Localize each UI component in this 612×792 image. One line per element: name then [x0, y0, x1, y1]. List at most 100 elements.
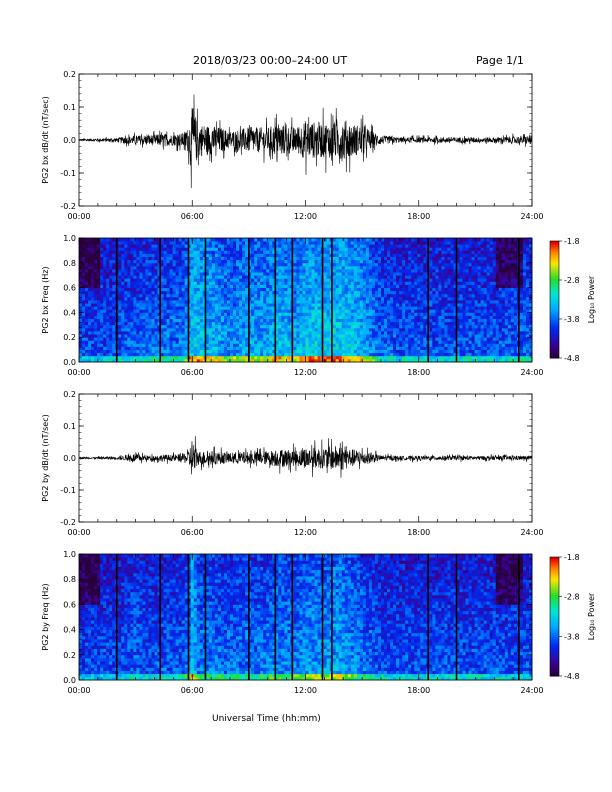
heatmap-cell	[248, 241, 252, 245]
heatmap-cell	[393, 275, 397, 279]
heatmap-cell	[136, 272, 140, 276]
heatmap-cell	[335, 275, 340, 279]
heatmap-cell	[302, 343, 306, 347]
heatmap-cell	[350, 334, 355, 338]
heatmap-cell	[260, 272, 264, 276]
heatmap-cell	[302, 293, 306, 298]
heatmap-cell	[399, 349, 403, 354]
heatmap-cell	[145, 327, 149, 332]
heatmap-cell	[293, 309, 297, 313]
heatmap-cell	[353, 355, 358, 360]
heatmap-cell	[127, 256, 131, 261]
heatmap-cell	[263, 303, 267, 307]
heatmap-cell	[145, 309, 149, 313]
heatmap-cell	[239, 262, 243, 267]
heatmap-cell	[263, 278, 267, 282]
heatmap-cell	[299, 265, 303, 270]
heatmap-cell	[97, 293, 101, 298]
heatmap-cell	[202, 331, 207, 335]
heatmap-cell	[365, 244, 370, 248]
heatmap-cell	[133, 352, 137, 357]
heatmap-cell	[163, 321, 167, 326]
heatmap-cell	[269, 259, 273, 264]
heatmap-cell	[359, 349, 364, 354]
heatmap-cell	[160, 340, 164, 344]
heatmap-cell	[242, 349, 246, 354]
heatmap-cell	[390, 312, 394, 316]
heatmap-cell	[148, 256, 152, 261]
heatmap-cell	[245, 290, 249, 295]
heatmap-cell	[444, 331, 448, 335]
heatmap-cell	[121, 312, 125, 316]
heatmap-cell	[411, 269, 415, 273]
heatmap-cell	[444, 284, 448, 288]
heatmap-cell	[305, 272, 309, 276]
heatmap-cell	[184, 287, 189, 292]
heatmap-cell	[338, 324, 343, 329]
heatmap-cell	[251, 315, 255, 319]
heatmap-cell	[121, 259, 125, 264]
heatmap-cell	[272, 343, 276, 347]
heatmap-cell	[239, 238, 243, 242]
heatmap-cell	[387, 318, 391, 323]
heatmap-cell	[341, 241, 346, 245]
heatmap-cell	[190, 250, 195, 254]
heatmap-cell	[402, 340, 406, 344]
heatmap-cell	[199, 355, 204, 360]
heatmap-cell	[139, 309, 143, 313]
heatmap-cell	[341, 259, 346, 264]
heatmap-cell	[223, 256, 228, 261]
heatmap-cell	[103, 250, 107, 254]
heatmap-cell	[344, 265, 349, 270]
heatmap-cell	[193, 355, 198, 360]
heatmap-cell	[263, 340, 267, 344]
heatmap-cell	[172, 269, 177, 273]
heatmap-cell	[353, 244, 358, 248]
heatmap-cell	[390, 259, 394, 264]
heatmap-cell	[163, 262, 167, 267]
heatmap-cell	[112, 250, 116, 254]
heatmap-cell	[251, 241, 255, 245]
heatmap-cell	[208, 265, 213, 270]
heatmap-cell	[157, 241, 161, 245]
heatmap-cell	[335, 334, 340, 338]
heatmap-cell	[82, 293, 86, 298]
heatmap-cell	[384, 331, 388, 335]
heatmap-cell	[275, 334, 279, 338]
heatmap-cell	[278, 265, 282, 270]
heatmap-cell	[160, 337, 164, 341]
heatmap-cell	[350, 265, 355, 270]
heatmap-cell	[91, 253, 95, 257]
heatmap-cell	[85, 315, 89, 319]
heatmap-cell	[160, 238, 164, 242]
heatmap-cell	[441, 238, 445, 242]
heatmap-cell	[296, 272, 300, 276]
heatmap-cell	[151, 306, 155, 310]
heatmap-cell	[405, 247, 409, 251]
heatmap-cell	[181, 284, 186, 288]
heatmap-cell	[408, 318, 412, 323]
heatmap-cell	[396, 272, 400, 276]
heatmap-cell	[178, 262, 183, 267]
heatmap-cell	[275, 324, 279, 329]
heatmap-cell	[347, 352, 352, 357]
heatmap-cell	[326, 253, 331, 257]
heatmap-cell	[284, 281, 288, 285]
heatmap-cell	[405, 312, 409, 316]
heatmap-cell	[251, 306, 255, 310]
heatmap-cell	[112, 293, 116, 298]
heatmap-cell	[423, 318, 427, 323]
heatmap-cell	[396, 281, 400, 285]
heatmap-cell	[272, 247, 276, 251]
heatmap-cell	[100, 309, 104, 313]
heatmap-cell	[127, 281, 131, 285]
heatmap-cell	[217, 272, 222, 276]
heatmap-cell	[263, 352, 267, 357]
heatmap-cell	[136, 296, 140, 301]
heatmap-cell	[139, 303, 143, 307]
heatmap-cell	[175, 275, 180, 279]
heatmap-cell	[202, 247, 207, 251]
heatmap-cell	[411, 287, 415, 292]
heatmap-cell	[311, 331, 315, 335]
heatmap-cell	[79, 306, 83, 310]
